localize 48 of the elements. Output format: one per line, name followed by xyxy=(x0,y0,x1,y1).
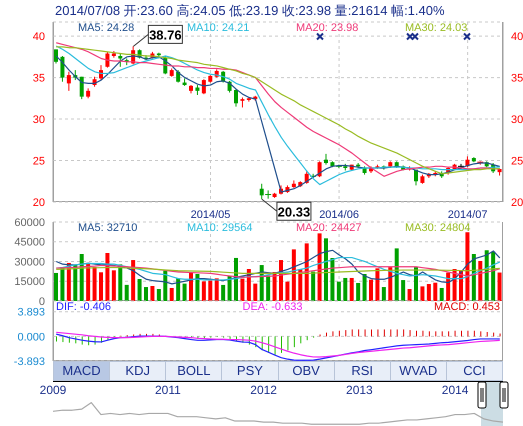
text: MA5: 32710 xyxy=(78,222,138,235)
text: RSI xyxy=(334,362,391,380)
y-tick-label: 35 xyxy=(32,72,45,84)
y-tick-label: 20 xyxy=(32,196,45,209)
text: MA30: 24804 xyxy=(405,222,470,235)
text: MACD xyxy=(54,362,110,380)
annotation: 38.76 xyxy=(149,27,182,42)
text: MA5: 24.28 xyxy=(78,22,134,35)
y-tick-label: 3.893 xyxy=(17,306,45,319)
text: DEA: -0.633 xyxy=(242,301,302,314)
text: MA20: 23.98 xyxy=(296,22,358,35)
text: MA30: 24.03 xyxy=(405,22,468,35)
y-tick-label: -3.893 xyxy=(14,356,45,368)
series-label: DIF: -0.406 xyxy=(56,301,112,314)
y-tick-label: 40 xyxy=(32,31,45,44)
y2-tick-label: 35 xyxy=(511,72,523,84)
x-tick-label: 2013 xyxy=(346,383,374,397)
y-tick-label: 30000 xyxy=(14,256,45,268)
x-tick-label: 2014/05 xyxy=(190,208,230,221)
text: MA20: 24427 xyxy=(296,222,362,235)
text: BOLL xyxy=(166,362,222,380)
x-tick-label: 2014 xyxy=(442,383,469,397)
text: WVAD xyxy=(390,362,447,380)
y-tick-label: 15000 xyxy=(14,276,45,288)
text: 20.33 xyxy=(278,204,310,220)
text: MA10: 24.21 xyxy=(187,22,250,35)
x-tick-label: 2014/07 xyxy=(448,208,488,221)
x-tick-label: 2009 xyxy=(40,383,67,397)
y2-tick-label: 40 xyxy=(511,31,523,44)
y-tick-label: 25 xyxy=(32,155,45,168)
text: CCI xyxy=(446,362,502,380)
chart-title: 2014/07/08 开:23.60 高:24.05 低:23.19 收:23.98 量:21614 幅:1.40% xyxy=(55,2,445,20)
y2-tick-label: 30 xyxy=(511,114,523,126)
x-tick-label: 2011 xyxy=(154,383,182,397)
y2-tick-label: 20 xyxy=(511,196,523,209)
y-tick-label: 45000 xyxy=(14,236,45,249)
y-tick-label: 0 xyxy=(38,296,45,308)
text: MA10: 29564 xyxy=(187,222,252,235)
y-tick-label: 30 xyxy=(32,114,45,126)
text: KDJ xyxy=(110,362,166,380)
y2-tick-label: 25 xyxy=(511,155,523,168)
text: PSY xyxy=(222,362,278,380)
y-tick-label: 0.000 xyxy=(17,331,45,344)
y-tick-label: 60000 xyxy=(14,216,45,229)
text: OBV xyxy=(278,362,335,380)
x-tick-label: 2012 xyxy=(250,383,278,397)
x-tick-label: 2014/06 xyxy=(319,208,359,221)
series-label: MACD: 0.453 xyxy=(434,301,500,314)
